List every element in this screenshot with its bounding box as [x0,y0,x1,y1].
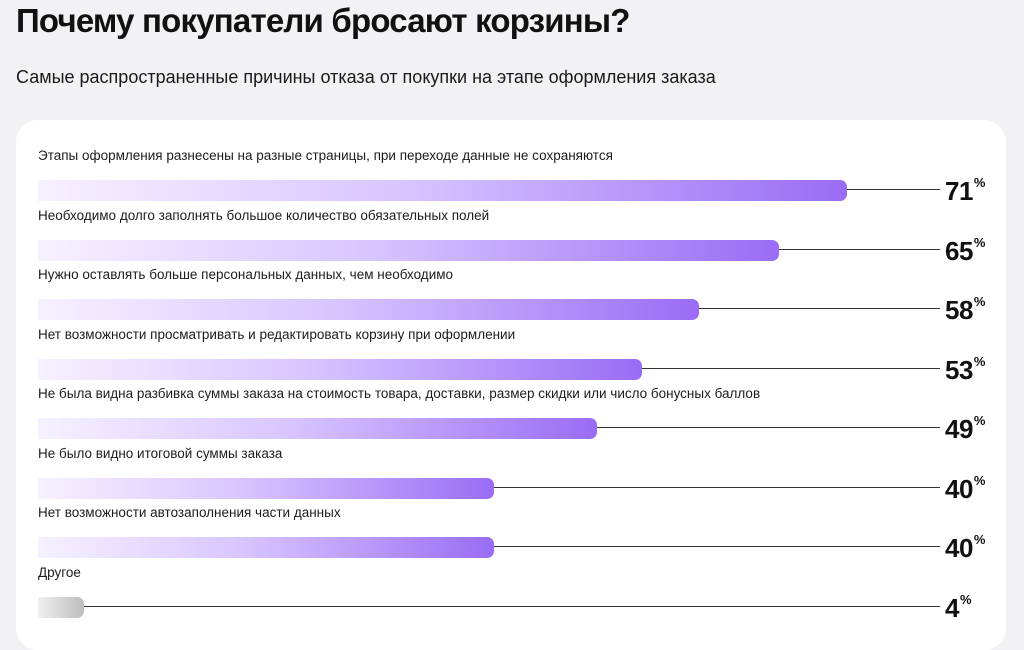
percent-sign: % [973,175,986,190]
percent-sign: % [973,234,986,250]
bar [38,477,494,499]
bar [38,537,494,558]
bar-value-label: 40% [945,472,986,505]
bar-label: Нужно оставлять больше персональных данн… [38,267,454,282]
bar-value-label: 53% [945,353,986,386]
chart-row: Не была видна разбивка суммы заказа на с… [16,386,1006,446]
chart-row: Нет возможности автозаполнения части дан… [16,505,1006,565]
bar-value: 71 [945,176,973,206]
bar-value-label: 71% [945,175,986,207]
bar-label: Не была видна разбивка суммы заказа на с… [38,386,761,401]
bar-value: 40 [945,533,973,563]
bar-value-label: 4% [945,591,972,624]
bar-label: Не было видно итоговой суммы заказа [38,445,283,461]
percent-sign: % [973,472,986,488]
bar-value: 58 [945,295,973,325]
chart-subtitle: Самые распространенные причины отказа от… [16,67,716,87]
bar-value-label: 49% [945,413,986,445]
percent-sign: % [959,591,972,607]
bar-value-label: 40% [945,532,986,564]
bar-label: Нет возможности автозаполнения части дан… [38,505,341,520]
bar-value-label: 58% [945,294,986,326]
chart-row: Необходимо долго заполнять большое колич… [16,208,1006,268]
chart-row: Нет возможности просматривать и редактир… [16,327,1006,387]
bar [38,596,84,618]
leader-line [38,605,940,607]
bar-value: 65 [945,235,973,266]
chart-card: Этапы оформления разнесены на разные стр… [16,120,1006,650]
percent-sign: % [973,413,986,428]
bar-label: Необходимо долго заполнять большое колич… [38,207,490,223]
percent-sign: % [973,294,986,309]
bar-label: Другое [38,564,81,580]
bar [38,358,643,380]
chart-row: Этапы оформления разнесены на разные стр… [16,148,1006,208]
bar-label: Нет возможности просматривать и редактир… [38,326,516,342]
percent-sign: % [973,353,986,369]
bar-value: 49 [945,414,973,444]
bar-value: 53 [945,354,973,385]
bar-value-label: 65% [945,234,986,267]
bar [38,299,700,320]
bar [38,239,779,261]
chart-row: Нужно оставлять больше персональных данн… [16,267,1006,327]
bar [38,180,848,201]
chart-row: Другое 4% [16,565,1006,625]
bar-value: 40 [945,473,973,504]
bar-value: 4 [945,592,959,623]
percent-sign: % [973,532,986,547]
chart-row: Не было видно итоговой суммы заказа 40% [16,446,1006,506]
bar [38,418,597,439]
bar-label: Этапы оформления разнесены на разные стр… [38,148,613,163]
chart-title: Почему покупатели бросают корзины? [16,2,630,39]
